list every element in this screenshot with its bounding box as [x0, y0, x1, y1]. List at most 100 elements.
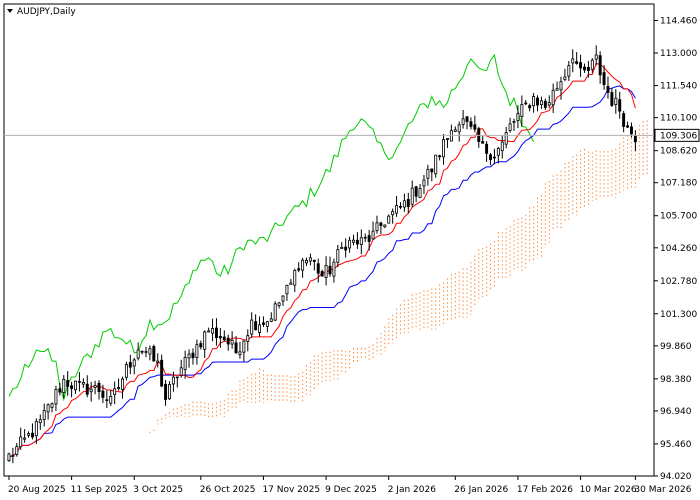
candle-body — [367, 235, 371, 242]
candle-body — [121, 378, 124, 390]
candle-body — [469, 121, 473, 127]
candle-body — [238, 351, 242, 356]
y-tick-label: 102.780 — [660, 277, 697, 287]
candle-body — [258, 324, 262, 333]
candle-body — [434, 154, 438, 175]
candle-body — [352, 239, 355, 243]
candle-body — [414, 186, 418, 197]
candle-body — [602, 72, 606, 85]
candle-body — [520, 104, 524, 117]
kumo-cloud — [149, 120, 648, 434]
candle-body — [148, 348, 152, 355]
candle-body — [344, 246, 348, 251]
candle-body — [179, 367, 183, 376]
candle-body — [633, 135, 637, 143]
candle-body — [363, 236, 367, 239]
candle-body — [575, 61, 579, 64]
candle-body — [567, 65, 571, 77]
candle-body — [387, 215, 391, 224]
candle-body — [457, 124, 461, 133]
candle-body — [70, 385, 74, 389]
candle-body — [42, 410, 46, 420]
candle-body — [285, 284, 289, 295]
candle-body — [167, 384, 171, 400]
candle-body — [211, 328, 215, 334]
candle-body — [402, 200, 406, 208]
current-price-label: 109.306 — [660, 131, 697, 141]
candle-body — [320, 271, 324, 277]
candle-body — [58, 388, 62, 393]
y-tick-label: 98.380 — [660, 375, 692, 385]
y-tick-label: 108.620 — [660, 147, 697, 157]
candle-body — [265, 321, 269, 327]
candle-body — [348, 239, 352, 249]
candle-body — [50, 403, 54, 408]
y-tick-label: 111.540 — [660, 82, 697, 92]
candle-body — [324, 265, 328, 278]
candle-body — [97, 382, 101, 393]
candle-body — [136, 349, 140, 359]
candle-body — [289, 282, 293, 285]
candle-body — [46, 404, 50, 413]
candle-body — [254, 321, 258, 331]
candle-body — [230, 339, 234, 345]
kijun-sen-line — [8, 85, 636, 458]
candle-body — [496, 148, 500, 156]
candle-body — [74, 380, 77, 391]
candle-body — [626, 125, 630, 128]
candle-body — [242, 340, 246, 353]
candle-body — [410, 187, 414, 205]
x-tick-label: 3 Oct 2025 — [133, 485, 183, 495]
candle-body — [547, 102, 551, 106]
candle-body — [203, 331, 207, 350]
candle-body — [222, 336, 226, 341]
candle-body — [391, 211, 395, 216]
candle-body — [418, 188, 422, 198]
candle-body — [273, 303, 277, 321]
candle-body — [316, 263, 320, 274]
x-tick-label: 11 Sep 2025 — [71, 485, 128, 495]
candle-body — [54, 389, 58, 405]
candle-body — [101, 390, 105, 398]
y-tick-label: 110.100 — [660, 114, 697, 124]
candle-body — [117, 387, 121, 390]
candle-body — [250, 319, 254, 335]
candle-body — [461, 118, 465, 125]
candle-body — [453, 129, 457, 132]
candle-body — [473, 124, 477, 130]
y-tick-label: 114.460 — [660, 16, 697, 26]
candle-body — [442, 139, 446, 158]
candle-body — [7, 453, 11, 462]
candle-body — [113, 388, 117, 395]
price-axis: 114.460 113.000 111.540 110.100 108.620 107.1… — [654, 16, 700, 482]
candle-body — [27, 433, 31, 436]
candle-body — [583, 66, 586, 71]
candle-body — [246, 335, 250, 342]
candle-body — [156, 360, 160, 363]
x-tick-label: 26 Oct 2025 — [200, 485, 256, 495]
x-tick-label: 17 Feb 2026 — [517, 485, 573, 495]
candle-body — [109, 395, 113, 404]
candle-body — [218, 336, 222, 339]
candle-body — [191, 352, 195, 359]
candle-body — [38, 419, 42, 424]
candle-body — [430, 168, 434, 173]
candle-body — [312, 259, 316, 262]
candle-body — [551, 89, 555, 106]
candle-body — [383, 224, 387, 228]
candle-body — [543, 100, 547, 108]
candle-body — [140, 350, 144, 353]
y-tick-label: 105.700 — [660, 212, 697, 222]
candle-body — [171, 376, 175, 385]
candle-body — [614, 97, 618, 105]
candle-body — [269, 318, 273, 322]
candle-body — [160, 359, 164, 387]
symbol-dropdown-icon[interactable] — [7, 9, 13, 13]
candle-body — [598, 55, 602, 76]
candle-body — [610, 92, 614, 106]
candle-body — [481, 141, 485, 144]
chart-title: AUDJPY,Daily — [7, 7, 76, 17]
time-axis: 20 Aug 2025 11 Sep 2025 3 Oct 2025 26 Oct 2… — [8, 476, 692, 495]
candle-body — [445, 137, 449, 140]
